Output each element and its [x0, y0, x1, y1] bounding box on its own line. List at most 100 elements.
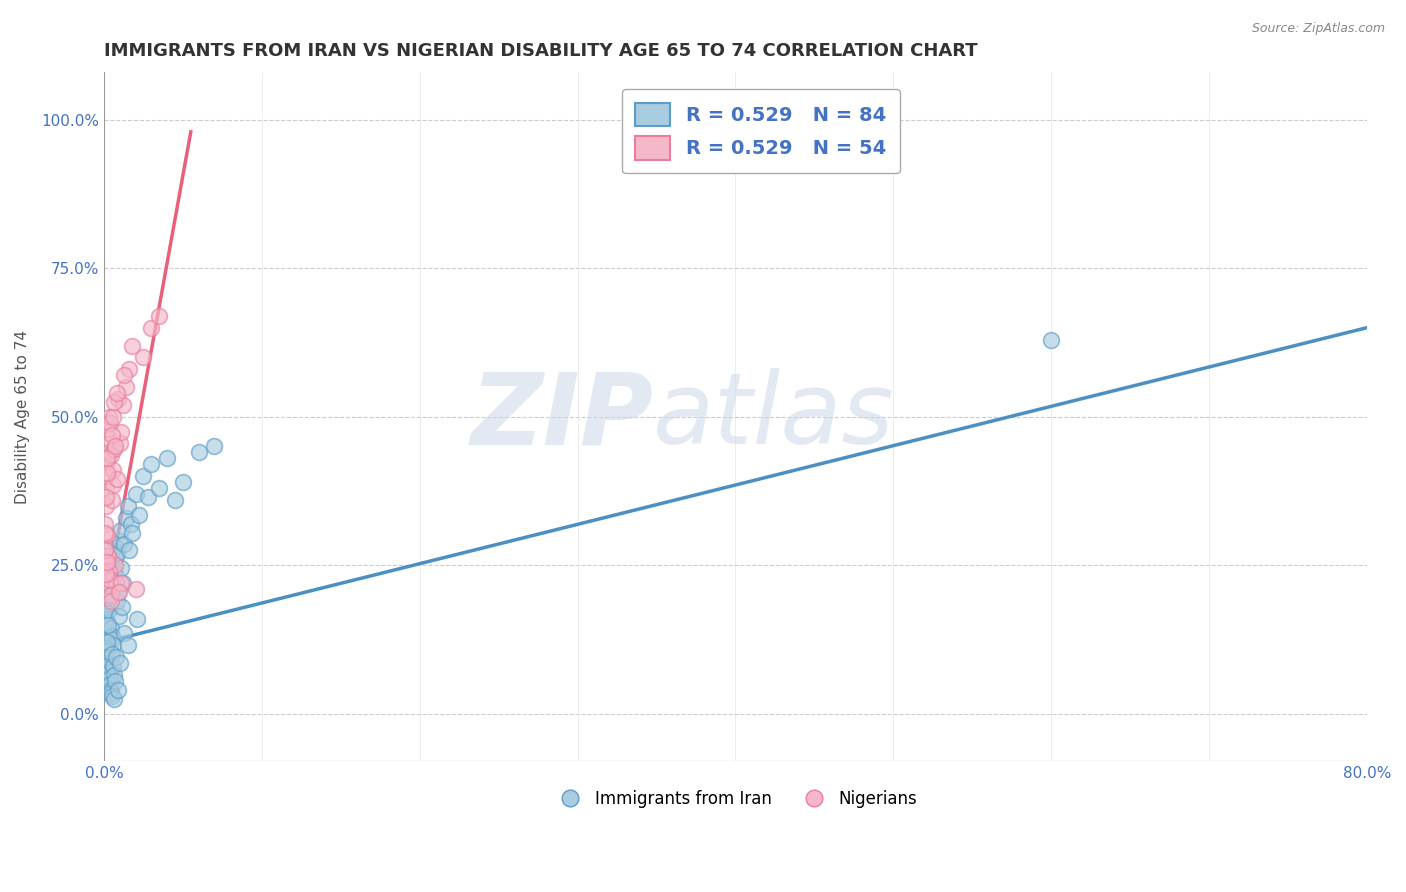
Point [104, 673, 127, 688]
Point [97, 422, 120, 436]
Point [96, 656, 118, 670]
Point [107, 392, 129, 406]
Point [94, 525, 117, 540]
Point [97, 549, 120, 564]
Point [94, 641, 117, 656]
Point [94, 516, 117, 531]
Point [97, 673, 120, 688]
Point [98, 573, 121, 587]
Point [101, 427, 124, 442]
Point [108, 585, 131, 599]
Point [128, 508, 150, 522]
Point [108, 656, 131, 670]
Text: IMMIGRANTS FROM IRAN VS NIGERIAN DISABILITY AGE 65 TO 74 CORRELATION CHART: IMMIGRANTS FROM IRAN VS NIGERIAN DISABIL… [104, 42, 977, 60]
Point [94, 629, 117, 643]
Point [94, 624, 117, 638]
Point [117, 638, 139, 652]
Point [97, 603, 120, 617]
Point [103, 691, 125, 706]
Text: Source: ZipAtlas.com: Source: ZipAtlas.com [1251, 22, 1385, 36]
Point [97, 570, 120, 584]
Point [100, 620, 122, 634]
Point [97, 588, 120, 602]
Point [105, 546, 128, 560]
Point [100, 594, 122, 608]
Text: atlas: atlas [654, 368, 896, 466]
Point [108, 608, 131, 623]
Point [104, 558, 127, 573]
Point [141, 457, 163, 471]
Y-axis label: Disability Age 65 to 74: Disability Age 65 to 74 [15, 330, 30, 504]
Point [98, 579, 121, 593]
Point [127, 611, 149, 625]
Point [96, 555, 118, 569]
Point [111, 599, 134, 614]
Point [94, 499, 117, 513]
Point [104, 567, 127, 582]
Point [101, 638, 124, 652]
Point [101, 647, 124, 661]
Point [110, 576, 132, 591]
Point [124, 582, 146, 596]
Point [148, 481, 170, 495]
Point [100, 677, 122, 691]
Point [121, 525, 143, 540]
Point [94, 653, 117, 667]
Point [96, 668, 118, 682]
Point [101, 492, 124, 507]
Point [104, 541, 127, 555]
Point [96, 597, 118, 611]
Point [94, 541, 117, 555]
Point [97, 617, 120, 632]
Point [110, 523, 132, 537]
Point [97, 409, 120, 424]
Point [132, 351, 155, 365]
Point [156, 451, 179, 466]
Text: ZIP: ZIP [471, 368, 654, 466]
Point [94, 481, 117, 495]
Point [101, 409, 124, 424]
Point [163, 492, 186, 507]
Point [100, 448, 122, 462]
Point [103, 582, 125, 596]
Point [111, 398, 134, 412]
Point [94, 558, 117, 573]
Point [117, 499, 139, 513]
Point [101, 689, 124, 703]
Point [101, 659, 124, 673]
Point [1040, 333, 1063, 347]
Point [114, 537, 136, 551]
Point [96, 454, 118, 468]
Point [107, 585, 129, 599]
Point [108, 436, 131, 450]
Point [115, 380, 138, 394]
Point [97, 552, 120, 566]
Point [110, 425, 132, 439]
Point [136, 490, 159, 504]
Point [94, 594, 117, 608]
Point [96, 451, 118, 466]
Point [101, 463, 124, 477]
Point [98, 671, 121, 685]
Point [97, 434, 120, 448]
Point [112, 626, 135, 640]
Point [94, 543, 117, 558]
Point [101, 573, 124, 587]
Point [120, 516, 142, 531]
Point [172, 475, 194, 489]
Point [96, 582, 118, 596]
Point [98, 561, 121, 575]
Point [105, 650, 128, 665]
Point [96, 644, 118, 658]
Point [103, 564, 125, 578]
Point [114, 368, 136, 383]
Point [187, 445, 209, 459]
Point [148, 309, 170, 323]
Point [132, 469, 155, 483]
Point [104, 549, 127, 564]
Point [100, 588, 122, 602]
Point [98, 416, 121, 430]
Point [96, 635, 118, 649]
Point [98, 591, 121, 605]
Point [104, 439, 127, 453]
